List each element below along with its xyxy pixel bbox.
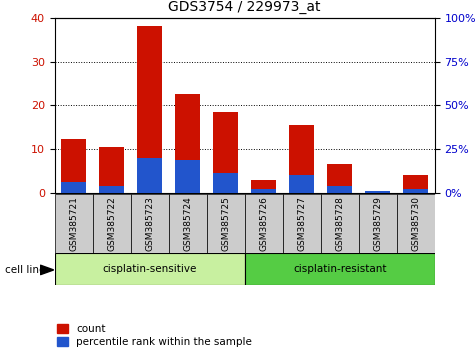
Bar [131,194,169,253]
Bar [283,194,321,253]
Bar [169,194,207,253]
Bar [321,194,359,253]
Bar [99,147,124,193]
Bar [365,191,390,193]
Text: GSM385721: GSM385721 [69,196,78,251]
Text: GSM385730: GSM385730 [411,196,420,251]
Bar [397,194,435,253]
Bar [213,173,238,193]
Bar [61,139,86,193]
Polygon shape [40,265,54,275]
Bar [175,160,200,193]
Bar [137,27,162,193]
Bar [251,189,276,193]
Bar [365,191,390,193]
Text: GSM385728: GSM385728 [335,196,344,251]
Text: GSM385722: GSM385722 [107,196,116,251]
Text: GSM385724: GSM385724 [183,196,192,251]
Bar [403,176,428,193]
Text: cisplatin-sensitive: cisplatin-sensitive [103,264,197,274]
Bar [55,194,93,253]
Text: GSM385726: GSM385726 [259,196,268,251]
Bar [327,165,352,193]
Bar [175,95,200,193]
Bar [245,194,283,253]
Text: cell line: cell line [5,265,45,275]
Text: GSM385723: GSM385723 [145,196,154,251]
Bar [251,180,276,193]
Text: GSM385727: GSM385727 [297,196,306,251]
Text: cisplatin-resistant: cisplatin-resistant [293,264,386,274]
Bar [245,253,435,285]
Bar [93,194,131,253]
Bar [61,182,86,193]
Bar [213,112,238,193]
Bar [99,186,124,193]
Text: GSM385729: GSM385729 [373,196,382,251]
Bar [207,194,245,253]
Bar [403,189,428,193]
Bar [55,253,245,285]
Bar [359,194,397,253]
Text: GSM385725: GSM385725 [221,196,230,251]
Bar [137,158,162,193]
Legend: count, percentile rank within the sample: count, percentile rank within the sample [57,324,252,347]
Bar [289,176,314,193]
Bar [327,186,352,193]
Title: GDS3754 / 229973_at: GDS3754 / 229973_at [168,0,321,14]
Bar [289,125,314,193]
